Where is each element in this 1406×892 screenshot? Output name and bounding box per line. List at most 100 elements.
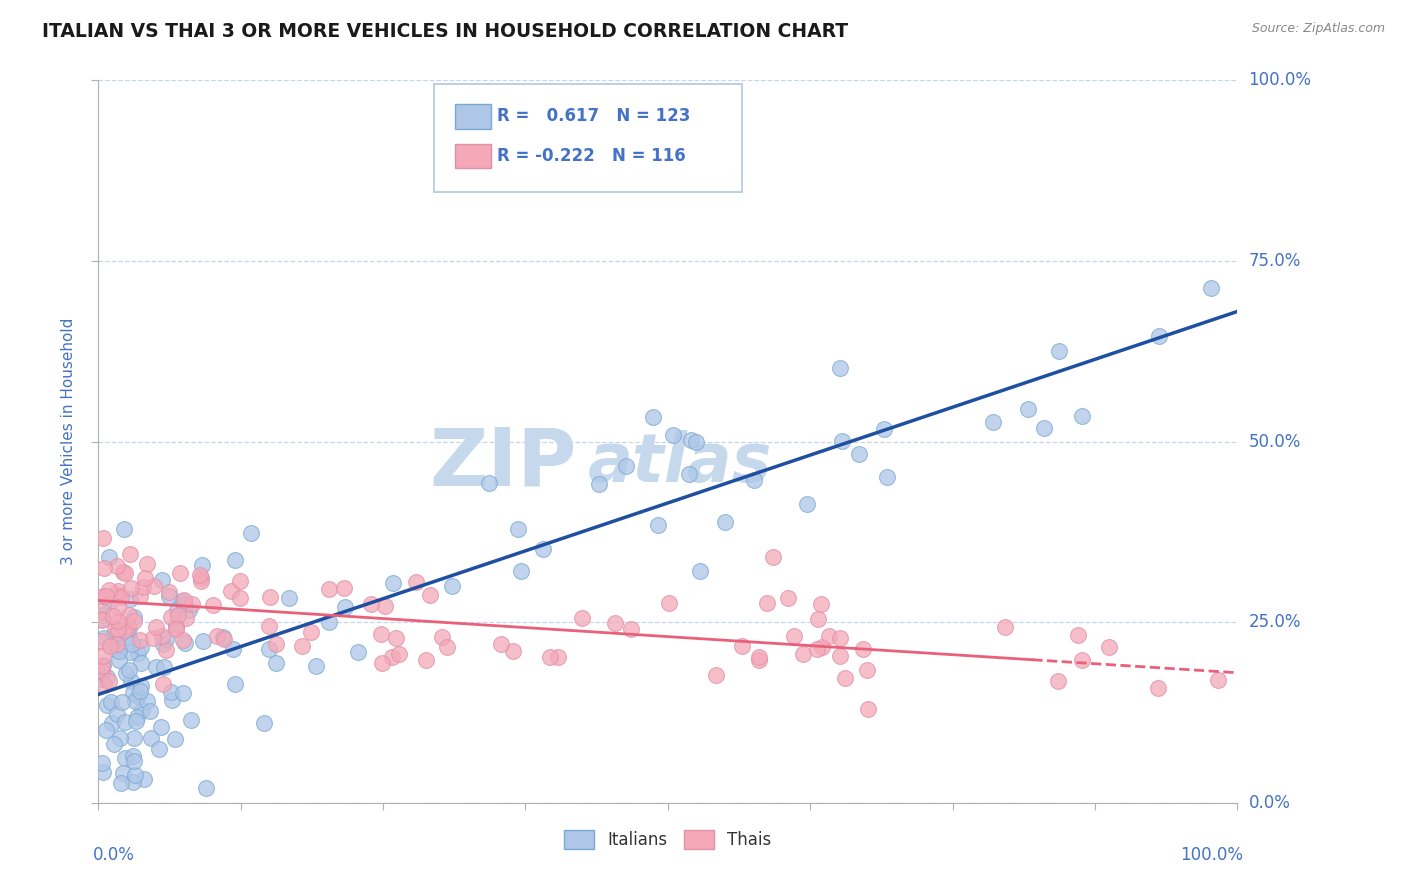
Point: [257, 619, 280, 633]
Point: [134, 571, 156, 585]
Point: [121, 637, 143, 651]
Point: [830, 361, 852, 376]
Point: [127, 647, 149, 661]
Point: [112, 766, 135, 780]
Point: [125, 710, 148, 724]
Point: [157, 585, 180, 599]
Point: [291, 640, 314, 654]
Text: 0.0%: 0.0%: [93, 847, 135, 864]
Point: [97, 550, 120, 565]
Point: [107, 600, 129, 615]
Point: [807, 612, 830, 626]
Point: [91, 589, 114, 603]
Point: [678, 467, 700, 481]
Point: [333, 599, 356, 614]
Point: [165, 731, 187, 746]
Point: [114, 623, 136, 637]
Point: [1067, 628, 1090, 642]
Point: [259, 590, 281, 604]
Point: [360, 598, 382, 612]
Text: atlas: atlas: [588, 430, 772, 496]
Point: [107, 623, 129, 637]
Point: [658, 596, 681, 610]
Point: [207, 629, 229, 643]
Point: [124, 768, 146, 782]
Point: [253, 716, 276, 731]
Point: [157, 590, 180, 604]
Point: [188, 567, 211, 582]
Point: [783, 629, 806, 643]
Point: [333, 582, 356, 596]
Point: [620, 622, 643, 636]
Point: [90, 604, 112, 618]
Point: [1071, 409, 1094, 423]
Point: [742, 473, 765, 487]
Point: [150, 720, 173, 734]
FancyBboxPatch shape: [456, 144, 491, 169]
Text: R =   0.617   N = 123: R = 0.617 N = 123: [498, 107, 690, 126]
Point: [1032, 421, 1054, 435]
Point: [173, 636, 195, 650]
Point: [111, 696, 134, 710]
Point: [131, 703, 153, 717]
Point: [588, 476, 610, 491]
Point: [118, 621, 141, 635]
Point: [122, 754, 145, 768]
Point: [122, 615, 145, 629]
Legend: Italians, Thais: Italians, Thais: [557, 823, 779, 856]
Point: [224, 677, 246, 691]
Point: [810, 597, 832, 611]
Point: [135, 694, 157, 708]
Point: [257, 642, 280, 657]
Point: [93, 560, 115, 574]
Point: [731, 639, 754, 653]
Point: [714, 516, 737, 530]
Point: [153, 659, 176, 673]
Point: [155, 632, 177, 647]
Point: [224, 553, 246, 567]
Point: [796, 497, 818, 511]
Point: [139, 731, 162, 746]
Point: [165, 622, 187, 636]
Point: [848, 447, 870, 461]
Text: R = -0.222   N = 116: R = -0.222 N = 116: [498, 147, 686, 165]
Point: [107, 614, 129, 628]
Point: [212, 632, 235, 646]
Point: [191, 558, 214, 573]
Point: [415, 653, 437, 667]
Point: [148, 741, 170, 756]
Text: ITALIAN VS THAI 3 OR MORE VEHICLES IN HOUSEHOLD CORRELATION CHART: ITALIAN VS THAI 3 OR MORE VEHICLES IN HO…: [42, 22, 848, 41]
Point: [120, 674, 142, 689]
Point: [114, 665, 136, 680]
Point: [755, 596, 778, 610]
Point: [100, 694, 122, 708]
Point: [806, 641, 828, 656]
Y-axis label: 3 or more Vehicles in Household: 3 or more Vehicles in Household: [60, 318, 76, 566]
Point: [98, 673, 121, 688]
Point: [150, 629, 173, 643]
Point: [98, 594, 121, 608]
Point: [124, 731, 146, 745]
Point: [211, 630, 233, 644]
Point: [1070, 653, 1092, 667]
Point: [165, 622, 187, 636]
Point: [114, 751, 136, 765]
Point: [118, 630, 141, 644]
Point: [194, 781, 217, 796]
Point: [105, 706, 128, 721]
Point: [128, 589, 150, 603]
Point: [105, 558, 128, 573]
Point: [104, 622, 127, 636]
Point: [120, 581, 142, 595]
Point: [110, 590, 132, 604]
Point: [181, 598, 204, 612]
Point: [792, 648, 814, 662]
Point: [172, 686, 194, 700]
Point: [981, 415, 1004, 429]
Point: [136, 558, 159, 572]
Text: 50.0%: 50.0%: [1249, 433, 1301, 450]
Point: [531, 541, 554, 556]
Point: [1199, 281, 1222, 295]
Point: [177, 603, 200, 617]
Point: [122, 775, 145, 789]
